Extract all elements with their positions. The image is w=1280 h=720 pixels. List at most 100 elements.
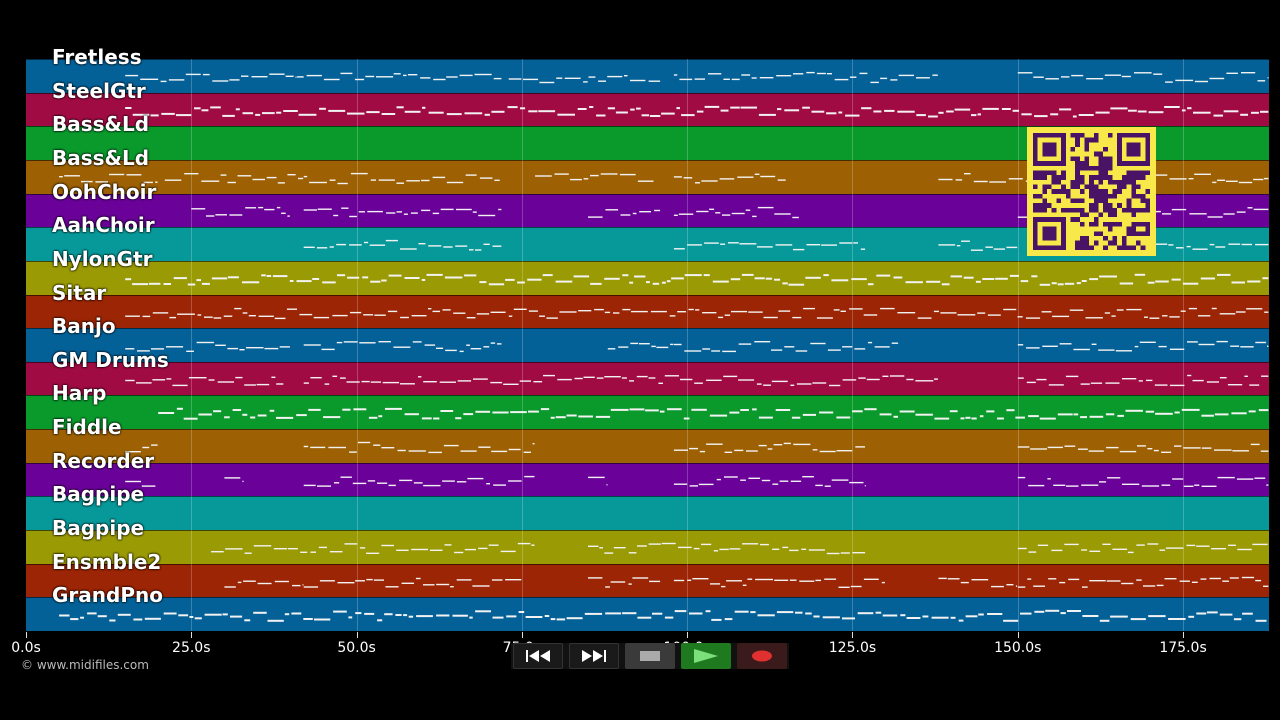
fast-forward-button[interactable] — [569, 643, 619, 669]
track-lane[interactable] — [26, 92, 1269, 127]
midi-note — [1117, 415, 1124, 418]
track-lane[interactable] — [26, 361, 1269, 396]
track-lane[interactable] — [26, 462, 1269, 497]
midi-note — [396, 210, 402, 213]
midi-note — [125, 278, 132, 281]
midi-note — [386, 211, 396, 214]
midi-note — [1138, 380, 1143, 382]
midi-note — [1193, 111, 1211, 114]
midi-note — [337, 581, 355, 584]
track-lane[interactable] — [26, 294, 1269, 329]
midi-note — [1080, 416, 1087, 419]
track-lane[interactable] — [26, 328, 1269, 362]
record-button[interactable] — [737, 643, 787, 669]
midi-note — [855, 446, 865, 448]
midi-note — [729, 412, 740, 415]
midi-note — [1105, 382, 1120, 384]
midi-note — [352, 482, 367, 484]
midi-note — [1042, 345, 1058, 348]
midi-note — [1064, 282, 1075, 285]
midi-note — [1020, 279, 1029, 282]
midi-note — [1244, 375, 1248, 377]
midi-note — [1147, 448, 1153, 450]
midi-note — [377, 482, 388, 484]
midi-note — [605, 612, 622, 615]
rewind-button[interactable] — [513, 643, 563, 669]
midi-note — [1247, 280, 1261, 283]
midi-note — [1187, 374, 1192, 377]
midi-note — [842, 346, 853, 348]
midi-note — [497, 343, 502, 345]
stop-button[interactable] — [625, 643, 675, 669]
midi-note — [584, 613, 603, 616]
midi-note — [289, 279, 294, 282]
midi-note — [706, 379, 722, 381]
midi-note — [610, 409, 629, 412]
midi-note — [857, 612, 874, 615]
midi-note — [404, 110, 421, 113]
midi-note — [1162, 314, 1168, 317]
midi-note — [971, 578, 989, 581]
midi-note — [1059, 108, 1072, 111]
qr-code[interactable] — [1027, 127, 1156, 256]
midi-note — [815, 579, 821, 581]
track-lane[interactable] — [26, 395, 1269, 430]
midi-note — [1164, 577, 1177, 580]
track-lane[interactable] — [26, 530, 1269, 564]
midi-note — [528, 309, 538, 312]
midi-note — [1172, 478, 1184, 480]
midi-note — [377, 619, 383, 622]
midi-note — [607, 348, 616, 350]
midi-note — [1241, 72, 1256, 74]
midi-note — [223, 315, 233, 317]
midi-note — [492, 245, 502, 248]
midi-note — [1073, 348, 1090, 351]
track-lane[interactable] — [26, 597, 1269, 631]
track-lane[interactable] — [26, 563, 1269, 598]
midi-note — [1161, 484, 1171, 486]
midi-note — [754, 341, 771, 343]
midi-note — [359, 342, 376, 344]
midi-note — [710, 582, 721, 585]
play-button[interactable] — [681, 643, 731, 669]
track-lane[interactable] — [26, 429, 1269, 463]
midi-note — [1169, 384, 1185, 386]
note-track — [26, 497, 1269, 530]
track-lane[interactable] — [26, 260, 1269, 295]
midi-note — [658, 382, 663, 384]
note-track — [59, 610, 1267, 623]
midi-note — [1001, 107, 1011, 110]
midi-note — [724, 618, 733, 621]
midi-note — [748, 310, 763, 313]
midi-note — [578, 415, 593, 418]
midi-note — [319, 107, 326, 110]
midi-note — [1152, 243, 1168, 246]
track-lane[interactable] — [26, 496, 1269, 531]
midi-note — [1027, 578, 1032, 580]
midi-note — [358, 210, 365, 213]
midi-note — [1233, 618, 1242, 621]
track-lane[interactable] — [26, 59, 1269, 93]
midi-note — [1065, 375, 1079, 377]
midi-note — [355, 579, 365, 582]
midi-note — [1139, 341, 1156, 344]
midi-note — [955, 179, 963, 181]
midi-note — [1206, 611, 1218, 614]
midi-note — [604, 311, 611, 313]
midi-note — [1241, 576, 1255, 578]
midi-note — [1119, 282, 1134, 285]
midi-note — [1219, 613, 1233, 616]
midi-note — [833, 308, 840, 311]
midi-note — [491, 579, 503, 581]
midi-note — [132, 113, 150, 116]
midi-note — [607, 106, 615, 109]
piano-roll[interactable] — [26, 59, 1269, 631]
midi-note — [470, 348, 482, 350]
midi-note — [673, 214, 678, 216]
midi-note — [801, 548, 807, 551]
midi-note — [1260, 450, 1269, 453]
midi-note — [1183, 447, 1201, 449]
midi-note — [759, 77, 774, 79]
midi-note — [525, 616, 543, 619]
midi-note — [849, 76, 857, 78]
